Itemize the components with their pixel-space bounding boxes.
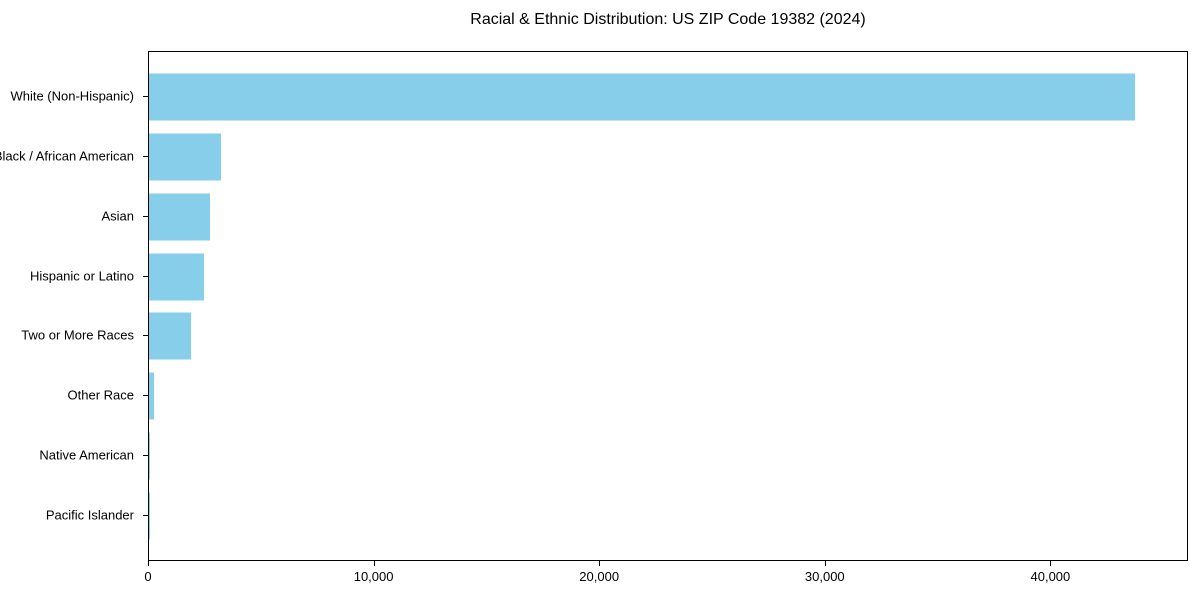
y-tick-label: Two or More Races bbox=[21, 327, 134, 343]
bar-row bbox=[149, 366, 1187, 426]
x-tick-mark bbox=[148, 561, 149, 566]
x-tick-mark bbox=[1050, 561, 1052, 566]
y-tick-label: Other Race bbox=[67, 387, 134, 403]
bar bbox=[149, 193, 211, 241]
chart-title: Racial & Ethnic Distribution: US ZIP Cod… bbox=[470, 11, 866, 28]
x-tick-mark bbox=[373, 561, 375, 566]
y-tick-mark bbox=[143, 455, 148, 457]
y-tick-mark bbox=[143, 335, 148, 337]
y-tick-mark bbox=[143, 95, 148, 97]
bar bbox=[149, 432, 150, 480]
y-tick-mark bbox=[143, 215, 148, 217]
bar-row bbox=[149, 67, 1187, 127]
bar-row bbox=[149, 486, 1187, 546]
x-tick-label: 30,000 bbox=[804, 569, 845, 584]
bar bbox=[149, 312, 191, 360]
bar bbox=[149, 133, 222, 181]
y-tick-mark bbox=[143, 155, 148, 157]
x-tick-label: 40,000 bbox=[1030, 569, 1071, 584]
x-tick-mark bbox=[599, 561, 601, 566]
y-tick-label: White (Non-Hispanic) bbox=[10, 88, 134, 104]
x-tick-mark bbox=[824, 561, 826, 566]
x-tick-label: 20,000 bbox=[579, 569, 620, 584]
y-tick-label: Hispanic or Latino bbox=[29, 268, 134, 284]
y-tick-mark bbox=[143, 275, 148, 277]
x-tick-label: 0 bbox=[144, 569, 152, 584]
y-tick-mark bbox=[143, 515, 148, 517]
y-tick-label: Black / African American bbox=[0, 148, 134, 164]
y-tick-label: Asian bbox=[101, 208, 134, 224]
x-tick-label: 10,000 bbox=[353, 569, 394, 584]
y-tick-label: Pacific Islander bbox=[45, 507, 134, 523]
bar-row bbox=[149, 187, 1187, 247]
plot-area bbox=[148, 51, 1188, 561]
y-tick-label: Native American bbox=[39, 447, 134, 463]
bar-row bbox=[149, 426, 1187, 486]
bar bbox=[149, 372, 154, 420]
bar-row bbox=[149, 307, 1187, 367]
bar bbox=[149, 253, 204, 301]
bar-row bbox=[149, 127, 1187, 187]
y-tick-mark bbox=[143, 395, 148, 397]
bar bbox=[149, 73, 1136, 121]
bar-row bbox=[149, 247, 1187, 307]
